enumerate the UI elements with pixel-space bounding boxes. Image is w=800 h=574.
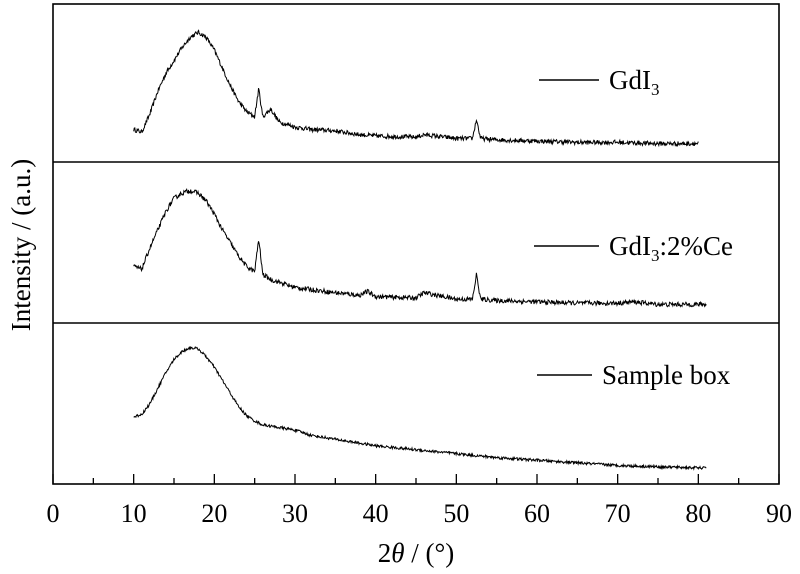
x-tick-label: 20 xyxy=(201,499,227,528)
x-tick-label: 0 xyxy=(47,499,60,528)
x-tick-label: 40 xyxy=(363,499,389,528)
x-tick-label: 50 xyxy=(443,499,469,528)
x-tick-label: 80 xyxy=(685,499,711,528)
x-tick-label: 10 xyxy=(121,499,147,528)
panels: GdI3 GdI3:2%Ce Sample box xyxy=(52,3,780,485)
axis-labels: 2θ / (°) Intensity / (a.u.) xyxy=(6,159,454,568)
series-line-2 xyxy=(133,187,707,308)
x-tick-label: 60 xyxy=(524,499,550,528)
x-ticks: 0 10 20 30 40 50 60 70 80 90 xyxy=(47,474,792,528)
x-tick-label: 70 xyxy=(605,499,631,528)
legend-label-2: GdI3:2%Ce xyxy=(609,231,733,265)
x-axis-label: 2θ / (°) xyxy=(378,538,455,568)
y-axis-label: Intensity / (a.u.) xyxy=(6,159,36,331)
series-line-3 xyxy=(133,346,707,471)
x-tick-label: 30 xyxy=(282,499,308,528)
legend-label-3: Sample box xyxy=(602,360,731,390)
x-tick-label: 90 xyxy=(766,499,792,528)
legend-label-1: GdI3 xyxy=(609,65,660,99)
series-line-1 xyxy=(133,29,699,148)
